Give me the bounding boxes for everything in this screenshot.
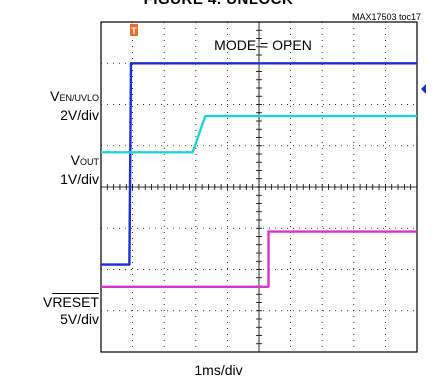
channel-out-subscript: OUT xyxy=(80,157,99,167)
channel-reset-scale: 5V/div xyxy=(60,311,99,327)
trigger-marker-flag xyxy=(130,24,138,36)
channel-label-out: VOUT 1V/div xyxy=(60,152,99,188)
channel-label-reset: VRESET 5V/div xyxy=(43,294,99,328)
channel-label-en: VEN/UVLO 2V/div xyxy=(50,88,99,124)
trace-1 xyxy=(101,114,417,154)
figure-title: FIGURE 4. UNLOCK xyxy=(0,0,437,8)
trigger-marker: T xyxy=(130,24,138,36)
channel-en-name: V xyxy=(50,88,60,104)
ch1-offset-marker xyxy=(421,84,426,94)
trace-0 xyxy=(101,62,417,266)
channel-out-name: V xyxy=(70,152,80,168)
channel-reset-name: V xyxy=(42,294,53,310)
channel-out-scale: 1V/div xyxy=(60,171,99,187)
trace-2 xyxy=(101,230,417,288)
traces xyxy=(101,62,417,288)
x-axis-label: 1ms/div xyxy=(194,362,243,378)
trigger-marker-label: T xyxy=(131,26,137,36)
mode-annotation: MODE = OPEN xyxy=(214,37,312,53)
channel-en-scale: 2V/div xyxy=(60,107,99,123)
channel-en-subscript: EN/UVLO xyxy=(59,93,99,103)
figure-id: MAX17503 toc17 xyxy=(352,12,422,22)
grid xyxy=(100,21,418,353)
channel-reset-subscript: RESET xyxy=(52,294,99,310)
